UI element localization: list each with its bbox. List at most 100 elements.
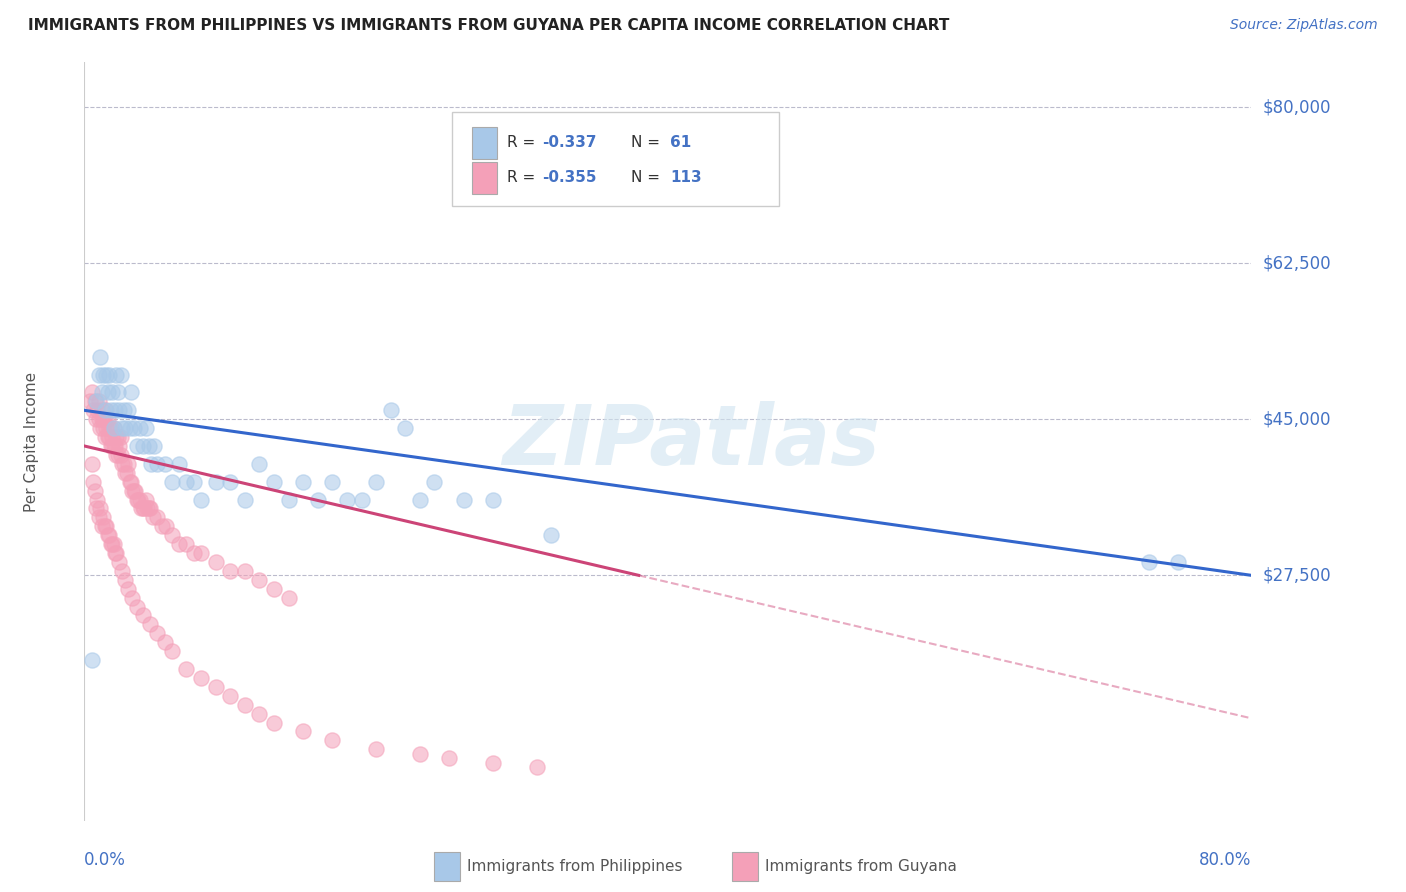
Text: Per Capita Income: Per Capita Income [24,371,39,512]
Point [114,421,136,435]
Point [111,421,134,435]
Point [100,537,122,551]
Point [409,747,432,761]
Point [84,501,107,516]
Text: -0.355: -0.355 [541,170,596,186]
Point [104,546,127,560]
Point [111,457,134,471]
Point [321,733,343,747]
Point [90,403,112,417]
Point [104,403,127,417]
Point [183,475,205,489]
Point [394,421,416,435]
Point [117,403,139,417]
Point [249,706,271,721]
Text: $45,000: $45,000 [1263,410,1331,428]
Point [219,475,242,489]
Point [94,430,117,444]
Point [190,546,212,560]
Point [107,430,129,444]
Point [127,492,149,507]
Point [96,368,118,382]
Point [100,439,122,453]
Point [89,421,111,435]
Point [190,671,212,685]
Point [204,475,226,489]
Point [233,564,256,578]
Point [87,394,110,409]
Point [292,475,315,489]
Point [219,564,242,578]
Point [96,403,118,417]
Point [94,412,117,426]
Point [160,528,183,542]
Point [89,350,111,364]
Point [150,519,173,533]
Point [204,555,226,569]
Point [321,475,343,489]
Point [120,475,142,489]
Point [98,368,121,382]
Point [97,385,120,400]
Point [112,457,135,471]
Point [103,421,125,435]
Point [110,430,132,444]
Point [219,689,242,703]
Point [101,385,124,400]
Point [91,412,114,426]
Point [125,439,148,453]
Bar [434,853,460,881]
Point [167,457,190,471]
Point [153,635,176,649]
Point [90,519,112,533]
Point [233,492,256,507]
Point [97,430,120,444]
Text: Immigrants from Philippines: Immigrants from Philippines [467,859,683,873]
Point [108,555,131,569]
Point [118,421,141,435]
Point [97,412,120,426]
Point [155,519,177,533]
Point [118,475,141,489]
Point [263,582,285,596]
Point [453,492,475,507]
Point [136,501,159,516]
Point [132,501,155,516]
Point [1167,555,1189,569]
Text: N =: N = [630,136,659,151]
Point [160,475,183,489]
Point [135,421,157,435]
Point [80,385,103,400]
Text: ZIPatlas: ZIPatlas [502,401,880,482]
Point [132,608,155,623]
Point [86,403,108,417]
Text: R =: R = [506,170,536,186]
Point [167,537,190,551]
Point [82,403,104,417]
Point [96,519,118,533]
Point [482,492,505,507]
FancyBboxPatch shape [451,112,779,206]
Point [79,394,101,409]
Point [176,475,198,489]
Point [292,724,315,739]
Point [176,662,198,676]
Point [409,492,432,507]
Point [613,180,636,194]
Point [83,394,105,409]
Point [86,492,108,507]
Point [98,528,121,542]
Point [117,582,139,596]
Point [90,412,112,426]
Point [115,466,138,480]
Point [110,368,132,382]
Point [380,403,402,417]
Point [121,591,143,605]
Point [366,475,388,489]
Point [540,528,562,542]
Point [84,412,107,426]
Point [249,457,271,471]
Point [153,457,176,471]
Point [263,475,285,489]
Point [105,448,128,462]
